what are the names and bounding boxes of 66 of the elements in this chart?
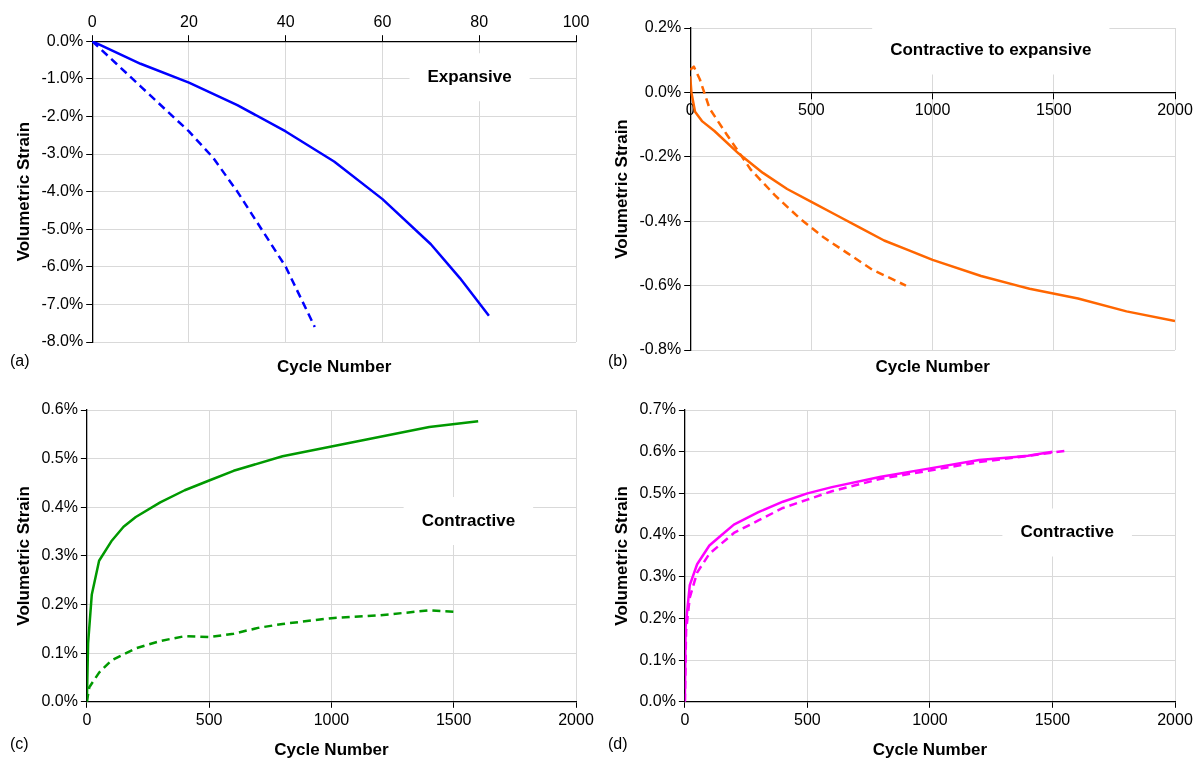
y-tick-label: 0.5% — [639, 483, 676, 501]
y-tick-label: -2.0% — [41, 106, 84, 124]
x-tick-label: 0 — [680, 710, 690, 728]
x-tick-label: 2000 — [1157, 101, 1193, 119]
y-tick-label: 0.6% — [639, 442, 676, 460]
y-tick-label: -4.0% — [41, 182, 84, 200]
y-tick-label: 0.0% — [41, 692, 78, 710]
x-tick-label: 1500 — [1036, 101, 1072, 119]
x-tick-label: 0 — [87, 13, 97, 31]
text: (c) — [10, 735, 29, 752]
y-axis-title: Volumetric Strain — [611, 119, 631, 259]
x-tick-label: 2000 — [1157, 710, 1193, 728]
text: (d) — [608, 735, 628, 752]
y-tick-label: 0.1% — [41, 643, 78, 661]
y-tick-label: 0.2% — [41, 594, 78, 612]
x-tick-label: 60 — [373, 13, 392, 31]
y-tick-label: 0.0% — [644, 82, 682, 100]
y-tick-label: 0.6% — [41, 400, 78, 418]
x-tick-label: 20 — [180, 13, 198, 31]
x-tick-label: 1000 — [914, 101, 951, 119]
y-tick-label: -0.6% — [639, 276, 682, 294]
y-tick-label: 0.7% — [639, 400, 676, 418]
x-tick-label: 1000 — [313, 710, 350, 728]
x-axis-title: Cycle Number — [872, 740, 988, 759]
x-tick-label: 1500 — [435, 710, 472, 728]
y-tick-label: -8.0% — [41, 332, 84, 350]
x-axis-title: Cycle Number — [276, 357, 392, 376]
x-tick-label: 2000 — [558, 710, 594, 728]
y-tick-label: 0.0% — [639, 692, 676, 710]
y-tick-label: 0.0% — [46, 31, 84, 49]
y-tick-label: -5.0% — [41, 219, 84, 237]
y-tick-label: 0.4% — [639, 525, 676, 543]
y-tick-label: 0.1% — [639, 650, 676, 668]
y-tick-label: -3.0% — [41, 144, 84, 162]
y-tick-label: -7.0% — [41, 294, 84, 312]
y-axis-title: Volumetric Strain — [611, 486, 631, 626]
y-tick-label: 0.3% — [41, 546, 78, 564]
text: (b) — [608, 352, 628, 369]
y-tick-label: -0.4% — [639, 211, 682, 229]
y-tick-label: 0.3% — [639, 567, 676, 585]
x-axis-title: Cycle Number — [875, 357, 991, 376]
x-tick-label: 40 — [276, 13, 295, 31]
text: (a) — [10, 352, 30, 369]
y-tick-label: 0.4% — [41, 497, 78, 515]
y-axis-title: Volumetric Strain — [13, 121, 33, 262]
x-tick-label: 500 — [798, 101, 825, 119]
x-tick-label: 80 — [470, 13, 489, 31]
y-tick-label: -1.0% — [41, 69, 84, 87]
x-tick-label: 0 — [82, 710, 92, 728]
annotation: Contractive — [421, 510, 516, 530]
x-axis-title: Cycle Number — [274, 740, 389, 759]
y-tick-label: -6.0% — [41, 257, 84, 275]
y-tick-label: -0.8% — [639, 340, 682, 358]
x-tick-label: 1000 — [912, 710, 948, 728]
annotation: Contractive — [1020, 522, 1114, 542]
x-tick-label: 1500 — [1034, 710, 1071, 728]
annotation: Expansive — [427, 66, 512, 86]
x-tick-label: 500 — [195, 710, 223, 728]
y-tick-label: 0.5% — [41, 449, 78, 467]
annotation: Contractive to expansive — [890, 40, 1092, 60]
y-tick-label: 0.2% — [639, 608, 676, 626]
y-axis-title: Volumetric Strain — [13, 486, 33, 626]
y-tick-label: 0.2% — [644, 18, 682, 36]
x-tick-label: 100 — [562, 13, 590, 31]
y-tick-label: -0.2% — [639, 147, 682, 165]
x-tick-label: 500 — [794, 710, 821, 728]
